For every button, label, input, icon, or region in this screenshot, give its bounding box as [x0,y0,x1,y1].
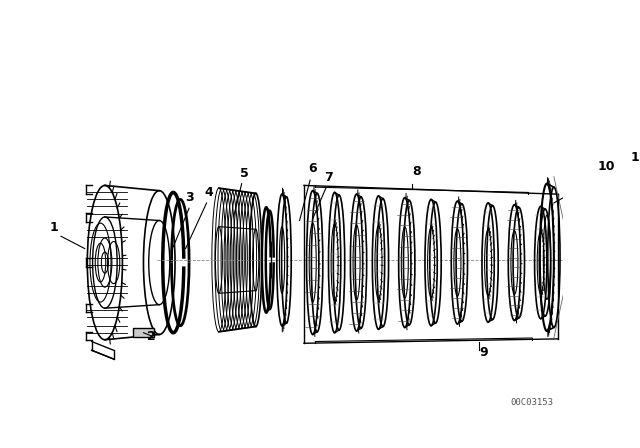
Text: 6: 6 [308,162,317,175]
Text: 10: 10 [598,159,615,172]
Text: 8: 8 [412,165,420,178]
Text: 1: 1 [50,221,58,234]
Text: 00C03153: 00C03153 [510,398,553,407]
Text: 2: 2 [147,330,156,343]
Text: 5: 5 [240,167,249,180]
Text: 4: 4 [205,186,214,199]
Bar [133,328,154,337]
Text: 11: 11 [631,151,640,164]
Text: 9: 9 [479,346,488,359]
Text: 7: 7 [324,171,333,184]
Text: 3: 3 [186,191,194,204]
